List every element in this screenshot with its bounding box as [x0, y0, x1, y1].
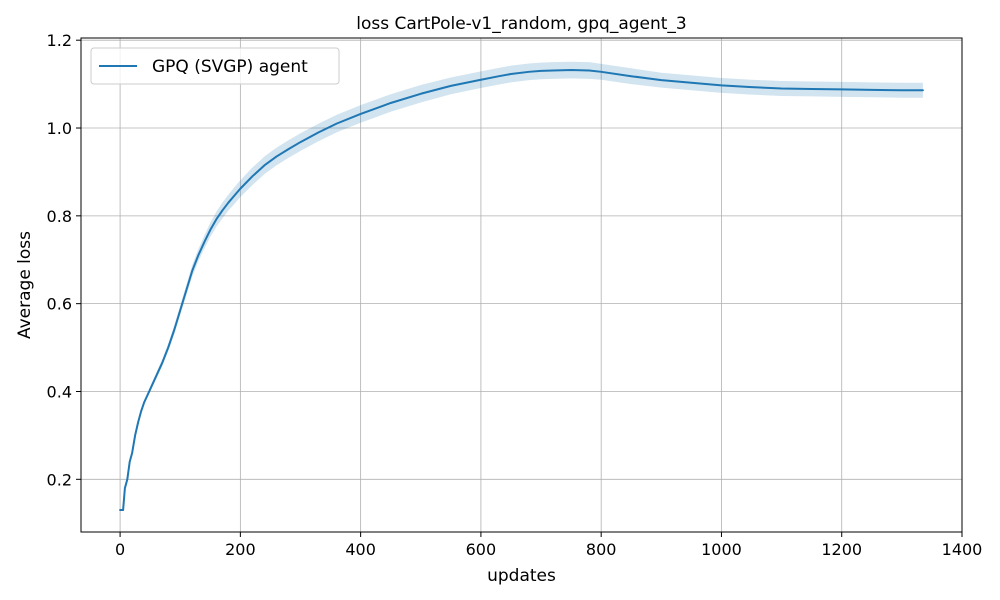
x-axis-ticks: 0 200 400 600 800 1000 1200 1400 [115, 532, 982, 559]
legend-box [90, 47, 340, 85]
y-tick-label: 0.4 [47, 382, 72, 401]
y-tick-label: 0.6 [47, 295, 72, 314]
y-tick-label: 0.2 [47, 470, 72, 489]
y-tick-label: 1.0 [47, 119, 72, 138]
x-tick-label: 1400 [942, 540, 983, 559]
x-tick-label: 800 [586, 540, 617, 559]
x-tick-label: 0 [115, 540, 125, 559]
x-tick-label: 200 [225, 540, 256, 559]
y-axis-ticks: 0.2 0.4 0.6 0.8 1.0 1.2 [47, 31, 81, 489]
x-tick-label: 600 [466, 540, 497, 559]
x-tick-label: 1200 [821, 540, 862, 559]
legend: GPQ (SVGP) agent [90, 47, 340, 85]
chart-title: loss CartPole-v1_random, gpq_agent_3 [356, 14, 687, 34]
x-axis-title: updates [487, 566, 556, 586]
y-axis-title: Average loss [15, 231, 35, 339]
x-tick-label: 400 [345, 540, 376, 559]
legend-label: GPQ (SVGP) agent [152, 57, 308, 77]
plot-frame [80, 37, 963, 533]
y-tick-label: 1.2 [47, 31, 72, 50]
series-line-group [119, 69, 924, 512]
series-line [119, 69, 924, 512]
x-tick-label: 1000 [701, 540, 742, 559]
y-tick-label: 0.8 [47, 207, 72, 226]
